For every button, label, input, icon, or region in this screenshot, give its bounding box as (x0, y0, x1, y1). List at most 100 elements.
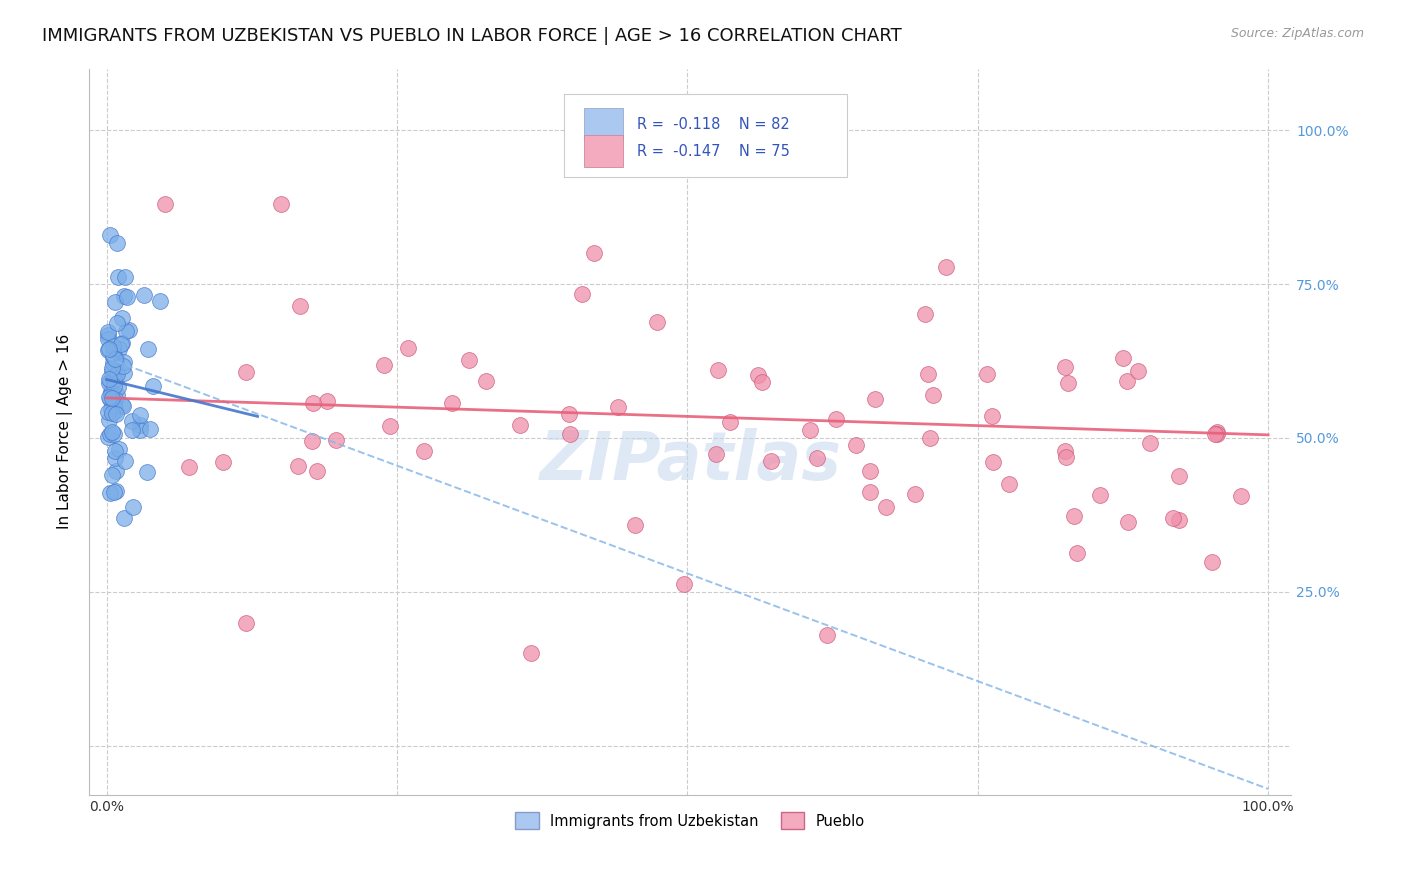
Point (98, 392, 121, 406)
Point (104, 404, 127, 418)
Point (105, 367, 128, 381)
Point (104, 368, 127, 382)
Point (97, 429, 120, 443)
Legend: Immigrants from Uzbekistan, Pueblo: Immigrants from Uzbekistan, Pueblo (509, 806, 870, 835)
Point (859, 484, 882, 499)
Point (101, 339, 124, 353)
Point (997, 477, 1019, 491)
Point (111, 399, 134, 413)
Point (917, 367, 939, 381)
Point (875, 500, 897, 514)
Point (104, 407, 127, 421)
Point (825, 412, 848, 426)
Point (1054, 444, 1077, 458)
Point (1066, 546, 1088, 560)
Point (112, 511, 135, 525)
Point (97, 327, 120, 342)
Point (108, 442, 131, 457)
Point (115, 290, 138, 304)
Point (97, 325, 120, 339)
Point (114, 269, 136, 284)
Point (287, 458, 309, 473)
Text: R =  -0.118    N = 82: R = -0.118 N = 82 (637, 117, 790, 132)
Point (1201, 555, 1223, 569)
Point (105, 484, 128, 499)
Point (520, 647, 543, 661)
Point (1204, 426, 1226, 441)
Point (139, 422, 162, 436)
Point (104, 351, 127, 366)
Point (398, 341, 420, 355)
FancyBboxPatch shape (585, 136, 623, 167)
Point (101, 350, 124, 364)
Point (114, 288, 136, 302)
Point (380, 419, 402, 434)
Point (1111, 351, 1133, 365)
Point (101, 391, 124, 405)
Point (153, 197, 176, 211)
Point (935, 260, 957, 274)
Point (97, 390, 120, 404)
Point (1168, 469, 1191, 483)
Point (110, 337, 132, 351)
Point (103, 426, 125, 441)
Y-axis label: In Labor Force | Age > 16: In Labor Force | Age > 16 (58, 334, 73, 530)
Point (1088, 488, 1111, 502)
Point (325, 433, 347, 447)
Point (583, 246, 606, 260)
Point (1230, 489, 1253, 503)
Point (806, 450, 828, 465)
Point (108, 342, 131, 356)
Point (121, 414, 143, 428)
Point (142, 379, 165, 393)
Point (118, 323, 141, 337)
Text: ZIPatlas: ZIPatlas (540, 428, 841, 494)
Point (845, 438, 868, 452)
Point (98, 426, 121, 441)
Point (136, 466, 159, 480)
Point (112, 359, 135, 374)
Point (97, 376, 120, 391)
Point (558, 407, 581, 421)
Point (981, 455, 1004, 469)
Point (105, 354, 128, 368)
Point (103, 349, 125, 363)
Point (1206, 425, 1229, 440)
Point (100, 407, 122, 421)
Point (101, 364, 124, 378)
Point (918, 431, 941, 445)
Point (1139, 436, 1161, 450)
Point (98, 486, 121, 500)
Point (673, 577, 696, 591)
Point (98, 372, 121, 386)
Point (149, 293, 172, 308)
Point (105, 388, 128, 402)
FancyBboxPatch shape (564, 94, 846, 178)
Point (107, 380, 129, 394)
Point (315, 394, 337, 409)
Point (718, 415, 741, 429)
Point (815, 628, 838, 642)
Point (104, 464, 127, 478)
Point (112, 355, 135, 369)
Point (1056, 376, 1078, 391)
Point (1054, 359, 1077, 374)
Point (475, 374, 498, 388)
Point (103, 373, 125, 387)
Point (305, 464, 328, 478)
Point (138, 342, 160, 356)
Point (509, 418, 531, 433)
Point (104, 392, 127, 407)
Point (104, 351, 127, 366)
Point (105, 235, 128, 250)
Point (112, 366, 135, 380)
Point (706, 363, 728, 377)
Point (98, 413, 121, 427)
Point (104, 450, 127, 465)
Point (904, 487, 927, 501)
Point (97, 405, 120, 419)
Point (110, 311, 132, 326)
Point (558, 427, 581, 442)
Point (1115, 374, 1137, 388)
Point (111, 336, 134, 351)
